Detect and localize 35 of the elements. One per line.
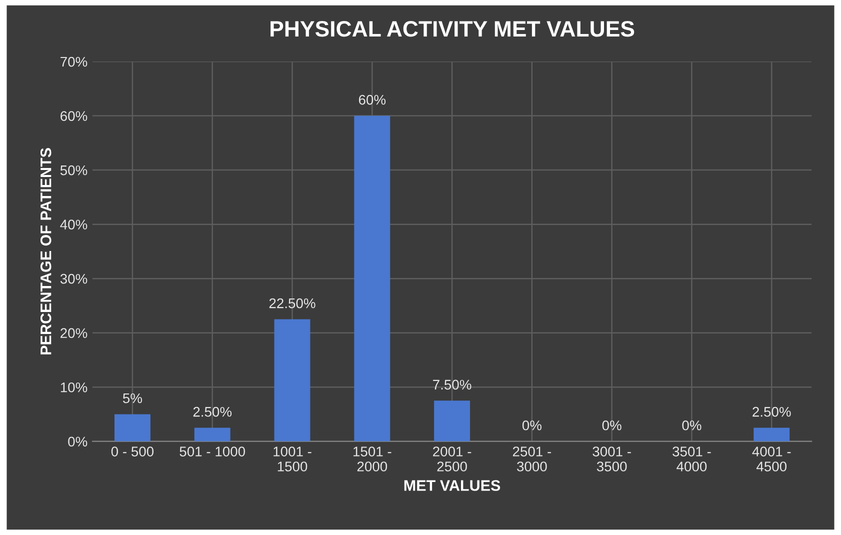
data-label: 7.50% — [433, 380, 472, 390]
data-label: 2.50% — [752, 406, 791, 417]
y-tick-label: 60% — [60, 111, 88, 121]
data-label: 5% — [122, 393, 142, 404]
x-tick-label: 1001 - 1500 — [274, 446, 312, 472]
x-tick-label: 1501 - 2000 — [354, 446, 392, 472]
x-tick-label: 501 - 1000 — [180, 446, 246, 456]
data-label: 2.50% — [193, 406, 232, 417]
bar — [274, 319, 310, 442]
y-tick-label: 70% — [60, 56, 88, 67]
data-label: 0% — [682, 420, 702, 430]
y-tick-label: 0% — [68, 436, 88, 447]
data-label: 60% — [358, 94, 386, 105]
bar — [354, 116, 390, 442]
bar — [114, 414, 150, 442]
x-tick-label: 0 - 500 — [111, 446, 154, 456]
y-tick-label: 20% — [60, 328, 88, 338]
data-label: 22.50% — [269, 298, 316, 308]
x-tick-label: 4001 - 4500 — [752, 446, 791, 472]
x-tick-label: 3501 - 4000 — [672, 446, 711, 472]
y-tick-label: 30% — [60, 274, 88, 284]
bar — [754, 428, 790, 442]
x-axis-title: MET VALUES — [404, 480, 500, 491]
x-tick-label: 2001 - 2500 — [433, 446, 472, 472]
chart-title: PHYSICAL ACTIVITY MET VALUES — [270, 21, 634, 37]
bar — [434, 400, 470, 442]
data-label: 0% — [522, 420, 542, 430]
y-tick-label: 40% — [60, 220, 88, 230]
y-tick-label: 10% — [60, 382, 88, 392]
data-label: 0% — [602, 420, 622, 430]
bar — [194, 428, 230, 442]
x-tick-label: 3001 - 3500 — [592, 446, 631, 472]
x-tick-label: 2501 - 3000 — [512, 446, 552, 472]
y-axis-title: PERCENTAGE OF PATIENTS — [40, 148, 52, 354]
y-tick-label: 50% — [60, 165, 88, 176]
